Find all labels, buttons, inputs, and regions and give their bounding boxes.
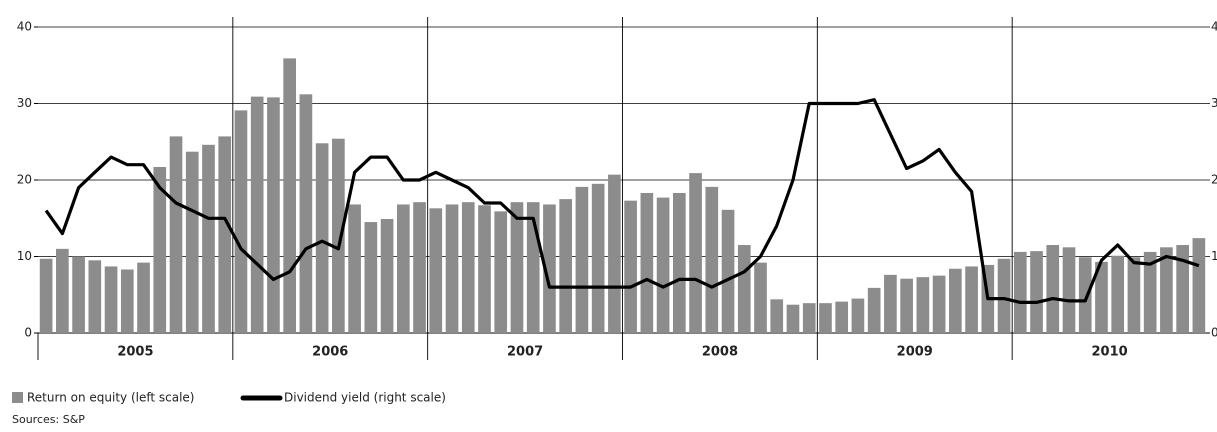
bar (689, 173, 702, 333)
y-tick-label: 30 (17, 96, 32, 110)
x-group-label: 2009 (897, 345, 933, 360)
bar (737, 245, 751, 333)
bar (770, 299, 784, 333)
bar (656, 197, 670, 333)
bar (348, 204, 361, 333)
bar (267, 97, 280, 333)
bar (120, 269, 134, 333)
bar (72, 256, 85, 333)
bar (39, 258, 53, 333)
bar (916, 277, 930, 333)
y2-tick-label: 1 (1211, 249, 1217, 263)
bar (1143, 251, 1157, 333)
bar (380, 219, 394, 333)
bar (445, 204, 459, 333)
bar (1078, 257, 1092, 333)
bar (754, 262, 767, 333)
x-group-label: 2008 (702, 345, 738, 360)
bar (478, 205, 491, 333)
bar (965, 266, 978, 333)
bar (851, 298, 865, 333)
bar (624, 200, 637, 333)
bar (137, 262, 150, 333)
bar (786, 304, 800, 333)
bar (1192, 238, 1206, 333)
bar (559, 199, 573, 333)
bar (56, 248, 69, 333)
y-tick-label: 10 (17, 249, 32, 263)
bar (949, 268, 962, 333)
bar (900, 278, 913, 333)
bar (1111, 255, 1125, 333)
y2-tick-label: 4 (1211, 20, 1217, 34)
bar (1160, 247, 1173, 333)
bar (1030, 251, 1043, 333)
y-tick-label: 40 (17, 20, 32, 34)
line (44, 98, 1200, 304)
bar (1095, 261, 1108, 333)
bar (543, 204, 556, 333)
bar (884, 274, 897, 333)
bar (591, 183, 605, 333)
y2-tick-label: 3 (1211, 96, 1217, 110)
bar (705, 186, 719, 333)
bar (510, 202, 524, 333)
bar (1062, 247, 1076, 333)
legend-swatch-bar (12, 392, 23, 403)
bar (721, 209, 735, 333)
bar (332, 138, 345, 333)
bar (932, 275, 946, 333)
bar (299, 94, 313, 333)
bar (315, 143, 329, 333)
bar (1013, 251, 1027, 333)
bar (640, 193, 654, 333)
bar (202, 144, 215, 333)
bar (169, 136, 183, 333)
y2-tick-label: 0 (1211, 326, 1217, 340)
bar (104, 266, 118, 333)
y-tick-label: 0 (24, 326, 32, 340)
x-group-label: 2007 (507, 345, 543, 360)
y2-tick-label: 2 (1211, 173, 1217, 187)
bar (1127, 257, 1141, 333)
bar (1046, 245, 1060, 333)
bar (364, 222, 378, 333)
bar (283, 58, 296, 334)
bar (250, 96, 264, 334)
bar (672, 193, 686, 333)
bar (461, 202, 475, 333)
legend-label: Dividend yield (right scale) (284, 391, 446, 405)
source-note: Sources: S&P (12, 413, 85, 426)
bar (494, 211, 508, 333)
bar (802, 303, 816, 333)
x-group-label: 2010 (1091, 345, 1127, 360)
bar (185, 151, 199, 333)
bar (429, 208, 443, 333)
bar (1176, 245, 1189, 333)
bar (867, 287, 881, 333)
bar (835, 301, 849, 333)
bar (396, 204, 410, 333)
bar (819, 303, 832, 333)
bar (88, 260, 102, 333)
bar (234, 110, 248, 333)
legend-label: Return on equity (left scale) (27, 391, 195, 405)
x-group-label: 2006 (312, 345, 348, 360)
bar (413, 202, 426, 333)
bar (997, 258, 1011, 333)
bar (575, 186, 589, 333)
y-tick-label: 20 (17, 173, 32, 187)
bar (153, 166, 167, 333)
x-group-label: 2005 (117, 345, 153, 360)
bar (608, 174, 621, 333)
bar (218, 136, 232, 333)
